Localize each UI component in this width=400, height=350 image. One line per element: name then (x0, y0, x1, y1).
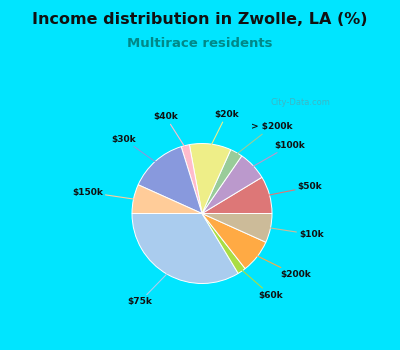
Text: $150k: $150k (72, 188, 134, 199)
Text: $100k: $100k (253, 141, 305, 167)
Text: $200k: $200k (257, 256, 311, 279)
Text: $10k: $10k (270, 228, 324, 239)
Wedge shape (202, 177, 272, 213)
Text: > $200k: > $200k (237, 122, 292, 154)
Text: $50k: $50k (269, 182, 322, 195)
Wedge shape (202, 214, 266, 268)
Wedge shape (138, 147, 202, 214)
Text: $20k: $20k (211, 110, 239, 145)
Text: $60k: $60k (242, 270, 283, 300)
Wedge shape (202, 214, 245, 273)
Text: $75k: $75k (127, 273, 167, 306)
Wedge shape (132, 214, 238, 284)
Text: $40k: $40k (154, 112, 184, 147)
Text: Income distribution in Zwolle, LA (%): Income distribution in Zwolle, LA (%) (32, 12, 368, 27)
Wedge shape (132, 185, 202, 214)
Wedge shape (202, 214, 272, 242)
Text: Multirace residents: Multirace residents (127, 37, 273, 50)
Wedge shape (181, 145, 202, 214)
Text: $30k: $30k (112, 135, 156, 162)
Wedge shape (189, 144, 231, 214)
Wedge shape (202, 150, 242, 213)
Wedge shape (202, 156, 262, 214)
Text: City-Data.com: City-Data.com (270, 98, 330, 107)
